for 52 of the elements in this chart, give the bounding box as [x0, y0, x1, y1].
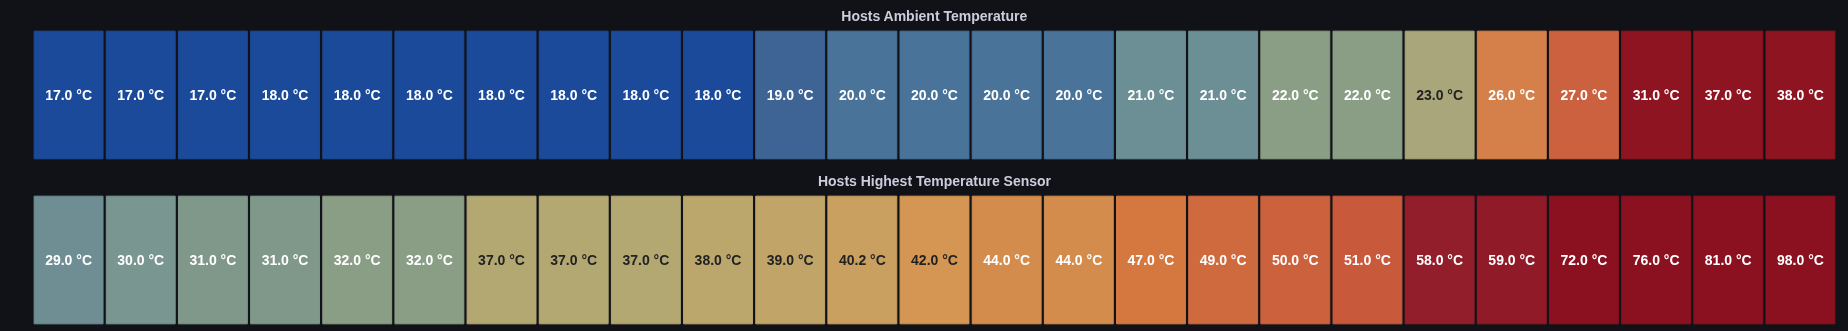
data-label: 22.0 °C — [1344, 87, 1391, 103]
data-label: 20.0 °C — [983, 87, 1031, 103]
data-label: 17.0 °C — [189, 87, 237, 103]
data-label: 72.0 °C — [1560, 252, 1608, 268]
data-label: 31.0 °C — [189, 252, 237, 268]
data-label: 37.0 °C — [550, 252, 598, 268]
data-label: 37.0 °C — [1704, 87, 1752, 103]
data-label: 18.0 °C — [261, 87, 309, 103]
data-label: 37.0 °C — [622, 252, 670, 268]
data-label: 31.0 °C — [261, 252, 309, 268]
data-label: 37.0 °C — [478, 252, 525, 268]
data-label: 47.0 °C — [1127, 252, 1175, 268]
data-label: 26.0 °C — [1488, 87, 1536, 103]
data-label: 32.0 °C — [405, 252, 453, 268]
data-label: 20.0 °C — [838, 87, 886, 103]
data-label: 27.0 °C — [1560, 87, 1608, 103]
data-label: 50.0 °C — [1271, 252, 1319, 268]
data-label: 17.0 °C — [117, 87, 165, 103]
data-label: 31.0 °C — [1632, 87, 1680, 103]
data-label: 21.0 °C — [1199, 87, 1247, 103]
data-label: 58.0 °C — [1416, 252, 1464, 268]
data-label: 18.0 °C — [622, 87, 670, 103]
data-label: 29.0 °C — [45, 252, 93, 268]
data-label: 42.0 °C — [911, 252, 958, 268]
text: Hosts Ambient Temperature — [841, 7, 1028, 24]
data-label: 32.0 °C — [333, 252, 381, 268]
data-label: 18.0 °C — [405, 87, 453, 103]
data-label: 44.0 °C — [983, 252, 1031, 268]
data-label: 20.0 °C — [911, 87, 958, 103]
data-label: 38.0 °C — [1777, 87, 1824, 103]
data-label: 38.0 °C — [694, 252, 742, 268]
data-label: 18.0 °C — [694, 87, 742, 103]
data-label: 17.0 °C — [45, 87, 93, 103]
data-label: 39.0 °C — [766, 252, 814, 268]
data-label: 23.0 °C — [1416, 87, 1464, 103]
data-label: 22.0 °C — [1271, 87, 1319, 103]
data-label: 76.0 °C — [1632, 252, 1680, 268]
data-label: 18.0 °C — [550, 87, 598, 103]
data-label: 20.0 °C — [1055, 87, 1103, 103]
data-label: 30.0 °C — [117, 252, 165, 268]
data-label: 18.0 °C — [333, 87, 381, 103]
text: Hosts Highest Temperature Sensor — [817, 172, 1052, 189]
data-label: 44.0 °C — [1055, 252, 1103, 268]
data-label: 51.0 °C — [1344, 252, 1391, 268]
data-label: 81.0 °C — [1704, 252, 1752, 268]
data-label: 49.0 °C — [1199, 252, 1247, 268]
data-label: 21.0 °C — [1127, 87, 1175, 103]
data-label: 19.0 °C — [766, 87, 814, 103]
data-label: 98.0 °C — [1777, 252, 1824, 268]
data-label: 59.0 °C — [1488, 252, 1536, 268]
data-label: 40.2 °C — [838, 252, 886, 268]
data-label: 18.0 °C — [478, 87, 525, 103]
